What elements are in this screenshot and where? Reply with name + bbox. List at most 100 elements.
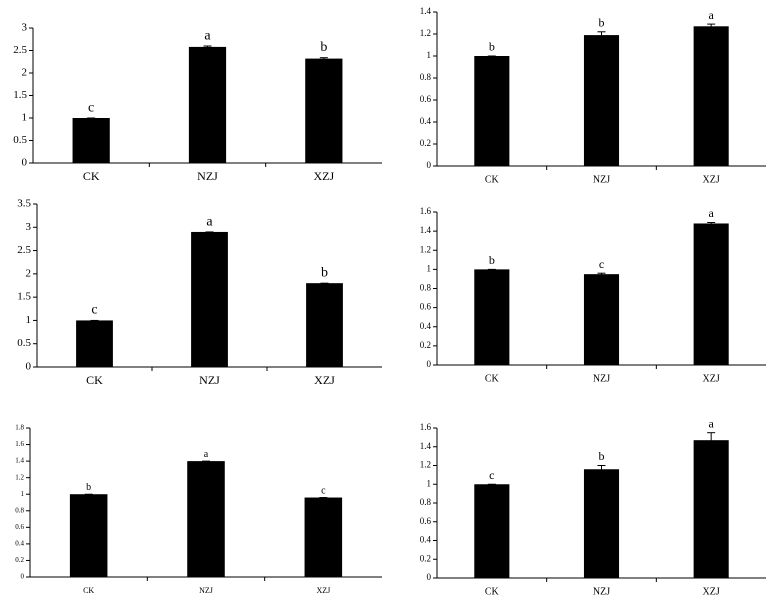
x-tick-label: XZJ — [316, 586, 330, 595]
significance-letter: b — [489, 253, 495, 267]
y-tick-label: 0.8 — [420, 283, 432, 293]
y-tick-label: 1.8 — [15, 424, 24, 432]
x-tick-label: CK — [485, 174, 500, 185]
bar — [693, 223, 729, 365]
significance-letter: a — [204, 28, 211, 43]
y-tick-label: 0.8 — [420, 497, 432, 507]
bar — [305, 58, 343, 163]
x-tick-label: XZJ — [703, 373, 720, 384]
y-tick-label: 1.2 — [15, 473, 24, 481]
bar — [69, 494, 108, 577]
significance-letter: c — [91, 303, 97, 318]
y-tick-label: 0.2 — [15, 556, 24, 564]
x-tick-label: XZJ — [314, 373, 335, 387]
y-tick-label: 2 — [22, 67, 28, 79]
x-tick-label: XZJ — [703, 586, 720, 597]
y-tick-label: 1 — [22, 112, 28, 124]
y-tick-label: 2 — [26, 267, 32, 279]
y-tick-label: 0.5 — [17, 337, 31, 349]
x-tick-label: CK — [485, 373, 500, 384]
y-tick-label: 0.5 — [13, 134, 27, 146]
bar — [304, 497, 343, 577]
bar — [474, 484, 510, 578]
x-tick-label: XZJ — [313, 169, 334, 183]
y-tick-label: 1.4 — [15, 457, 24, 465]
bar — [474, 56, 510, 166]
y-tick-label: 2.5 — [13, 44, 27, 56]
significance-letter: a — [204, 449, 209, 460]
significance-letter: c — [321, 486, 326, 497]
bar — [306, 283, 343, 367]
y-tick-label: 0.8 — [420, 72, 432, 82]
significance-letter: a — [709, 416, 715, 430]
significance-letter: b — [321, 265, 328, 280]
y-tick-label: 2.5 — [17, 244, 31, 256]
y-tick-label: 0 — [427, 572, 432, 582]
significance-letter: b — [320, 40, 327, 55]
y-tick-label: 1.6 — [420, 206, 432, 216]
x-tick-label: XZJ — [703, 174, 720, 185]
y-tick-label: 3.5 — [17, 198, 31, 210]
significance-letter: c — [489, 468, 494, 482]
significance-letter: c — [599, 257, 604, 271]
y-tick-label: 0.2 — [420, 553, 431, 563]
significance-letter: c — [88, 100, 94, 115]
y-tick-label: 1 — [26, 314, 32, 326]
significance-letter: a — [709, 8, 715, 22]
bar — [583, 35, 620, 166]
x-tick-label: CK — [485, 586, 500, 597]
bar — [72, 118, 110, 163]
x-tick-label: NZJ — [199, 373, 220, 387]
y-tick-label: 0 — [22, 157, 28, 169]
significance-letter: a — [709, 206, 715, 220]
x-tick-label: NZJ — [197, 169, 218, 183]
x-tick-label: NZJ — [593, 174, 610, 185]
y-tick-label: 1.4 — [420, 6, 432, 16]
bar — [187, 461, 225, 577]
significance-letter: b — [489, 40, 495, 54]
y-tick-label: 0.4 — [420, 116, 432, 126]
y-tick-label: 3 — [22, 22, 28, 34]
y-tick-label: 1.6 — [15, 440, 24, 448]
y-tick-label: 1.2 — [420, 28, 431, 38]
bar — [693, 440, 729, 578]
y-tick-label: 0.6 — [420, 302, 432, 312]
y-tick-label: 0.4 — [420, 321, 432, 331]
y-tick-label: 0 — [26, 361, 32, 373]
y-tick-label: 3 — [26, 221, 32, 233]
y-tick-label: 1.4 — [420, 225, 432, 235]
significance-letter: b — [599, 449, 605, 463]
y-tick-label: 0.2 — [420, 138, 431, 148]
bar — [693, 26, 729, 166]
y-tick-label: 1.6 — [420, 422, 432, 432]
bar — [583, 274, 620, 365]
x-tick-label: NZJ — [593, 373, 610, 384]
x-tick-label: NZJ — [593, 586, 610, 597]
y-tick-label: 0.4 — [15, 539, 24, 547]
x-tick-label: NZJ — [199, 586, 213, 595]
y-tick-label: 0.6 — [420, 516, 432, 526]
y-tick-label: 0 — [21, 573, 25, 581]
bar — [583, 469, 620, 578]
bar — [188, 46, 227, 163]
significance-letter: b — [599, 15, 605, 29]
y-tick-label: 1 — [427, 478, 432, 488]
y-tick-label: 1.2 — [420, 244, 431, 254]
bar — [474, 269, 510, 365]
x-tick-label: CK — [83, 586, 94, 595]
y-tick-label: 1 — [21, 490, 25, 498]
y-tick-label: 0 — [427, 160, 432, 170]
y-tick-label: 1.4 — [420, 441, 432, 451]
y-tick-label: 1.5 — [17, 291, 31, 303]
bar — [76, 320, 113, 367]
significance-letter: a — [206, 214, 213, 229]
x-tick-label: CK — [86, 373, 103, 387]
y-tick-label: 0.8 — [15, 506, 24, 514]
y-tick-label: 0.6 — [15, 523, 24, 531]
y-tick-label: 1.2 — [420, 460, 431, 470]
y-tick-label: 0 — [427, 359, 432, 369]
y-tick-label: 0.2 — [420, 340, 431, 350]
y-tick-label: 1 — [427, 50, 432, 60]
significance-letter: b — [86, 482, 91, 493]
